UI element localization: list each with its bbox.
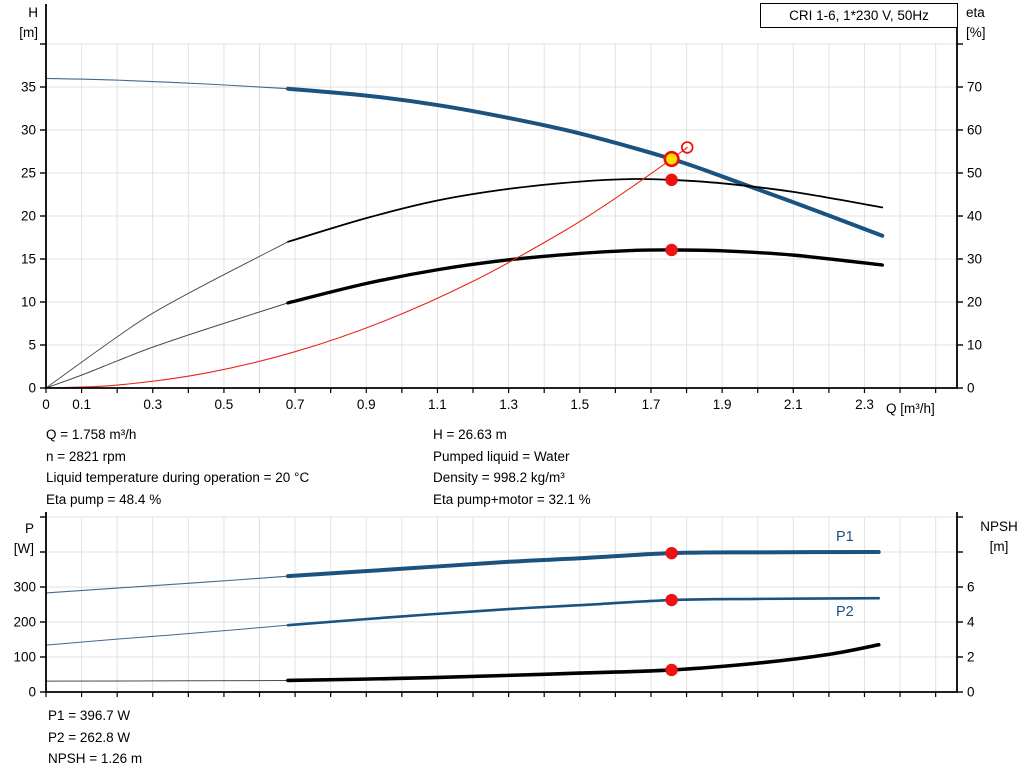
svg-text:1.5: 1.5 — [570, 397, 589, 412]
svg-text:2: 2 — [967, 650, 975, 665]
svg-text:0: 0 — [967, 381, 975, 396]
svg-text:0.9: 0.9 — [357, 397, 376, 412]
pump-model-badge: CRI 1-6, 1*230 V, 50Hz — [760, 3, 958, 28]
info-h: H = 26.63 m — [433, 427, 507, 442]
svg-text:200: 200 — [13, 615, 36, 630]
power-info: P1 = 396.7 W P2 = 262.8 W NPSH = 1.26 m — [48, 705, 142, 770]
npsh-axis-label: NPSH [m] — [974, 517, 1024, 557]
svg-text:P2: P2 — [836, 604, 854, 620]
info-eta-pump: Eta pump = 48.4 % — [46, 491, 162, 507]
svg-text:0: 0 — [42, 397, 50, 412]
duty-info-right: H = 26.63 m Pumped liquid = Water Densit… — [433, 424, 591, 510]
svg-text:100: 100 — [13, 650, 36, 665]
svg-text:300: 300 — [13, 580, 36, 595]
svg-text:20: 20 — [967, 295, 982, 310]
svg-text:60: 60 — [967, 123, 982, 138]
svg-text:0.3: 0.3 — [143, 397, 162, 412]
info-npsh: NPSH = 1.26 m — [48, 751, 143, 767]
svg-text:0: 0 — [967, 685, 975, 700]
svg-text:1.3: 1.3 — [499, 397, 518, 412]
svg-text:20: 20 — [21, 209, 36, 224]
svg-text:0.5: 0.5 — [215, 397, 234, 412]
svg-text:30: 30 — [967, 252, 982, 267]
svg-text:35: 35 — [21, 80, 36, 95]
svg-text:6: 6 — [967, 580, 975, 595]
svg-text:50: 50 — [967, 166, 982, 181]
info-eta-pump-motor: Eta pump+motor = 32.1 % — [433, 491, 591, 507]
svg-text:0.7: 0.7 — [286, 397, 305, 412]
info-q: Q = 1.758 m³/h — [46, 427, 137, 442]
svg-text:1.1: 1.1 — [428, 397, 447, 412]
info-density: Density = 998.2 kg/m³ — [433, 470, 565, 486]
info-liquid-temp: Liquid temperature during operation = 20… — [46, 470, 310, 486]
npsh-axis-unit: [m] — [989, 539, 1009, 554]
p-axis-label: P [W] — [0, 519, 34, 559]
pump-model-text: CRI 1-6, 1*230 V, 50Hz — [789, 8, 929, 23]
svg-text:2.1: 2.1 — [784, 397, 803, 412]
h-axis-unit: [m] — [19, 25, 38, 40]
svg-text:25: 25 — [21, 166, 36, 181]
svg-text:P1: P1 — [836, 529, 854, 545]
eta-pump-point — [665, 173, 678, 187]
eta-axis-unit: [%] — [966, 25, 986, 40]
rated-point — [681, 141, 694, 154]
q-axis-label: Q [m³/h] — [886, 401, 935, 416]
svg-text:40: 40 — [967, 209, 982, 224]
h-axis-name: H — [28, 5, 38, 20]
svg-text:30: 30 — [21, 123, 36, 138]
npsh-point — [665, 663, 678, 677]
svg-text:15: 15 — [21, 252, 36, 267]
p2-point — [665, 593, 678, 607]
npsh-axis-name: NPSH — [980, 519, 1018, 534]
svg-text:0.1: 0.1 — [72, 397, 91, 412]
p1-point — [665, 546, 678, 560]
svg-text:0: 0 — [28, 685, 36, 700]
duty-point — [663, 150, 680, 168]
info-pumped-liquid: Pumped liquid = Water — [433, 448, 570, 464]
info-speed: n = 2821 rpm — [46, 448, 126, 464]
svg-text:10: 10 — [967, 338, 982, 353]
h-axis-label: H [m] — [0, 3, 38, 43]
p-axis-unit: [W] — [13, 541, 34, 556]
svg-text:10: 10 — [21, 295, 36, 310]
svg-text:2.3: 2.3 — [855, 397, 874, 412]
p-axis-name: P — [24, 521, 34, 536]
svg-text:0: 0 — [28, 381, 36, 396]
duty-info-left: Q = 1.758 m³/h n = 2821 rpm Liquid tempe… — [46, 424, 309, 510]
svg-text:4: 4 — [967, 615, 975, 630]
svg-text:70: 70 — [967, 80, 982, 95]
svg-text:1.9: 1.9 — [713, 397, 732, 412]
info-p1: P1 = 396.7 W — [48, 708, 131, 723]
info-p2: P2 = 262.8 W — [48, 729, 131, 745]
svg-text:5: 5 — [28, 338, 36, 353]
eta-pump-motor-point — [665, 243, 678, 257]
eta-axis-label: eta [%] — [966, 3, 1022, 43]
svg-text:1.7: 1.7 — [642, 397, 661, 412]
eta-axis-name: eta — [966, 5, 985, 20]
